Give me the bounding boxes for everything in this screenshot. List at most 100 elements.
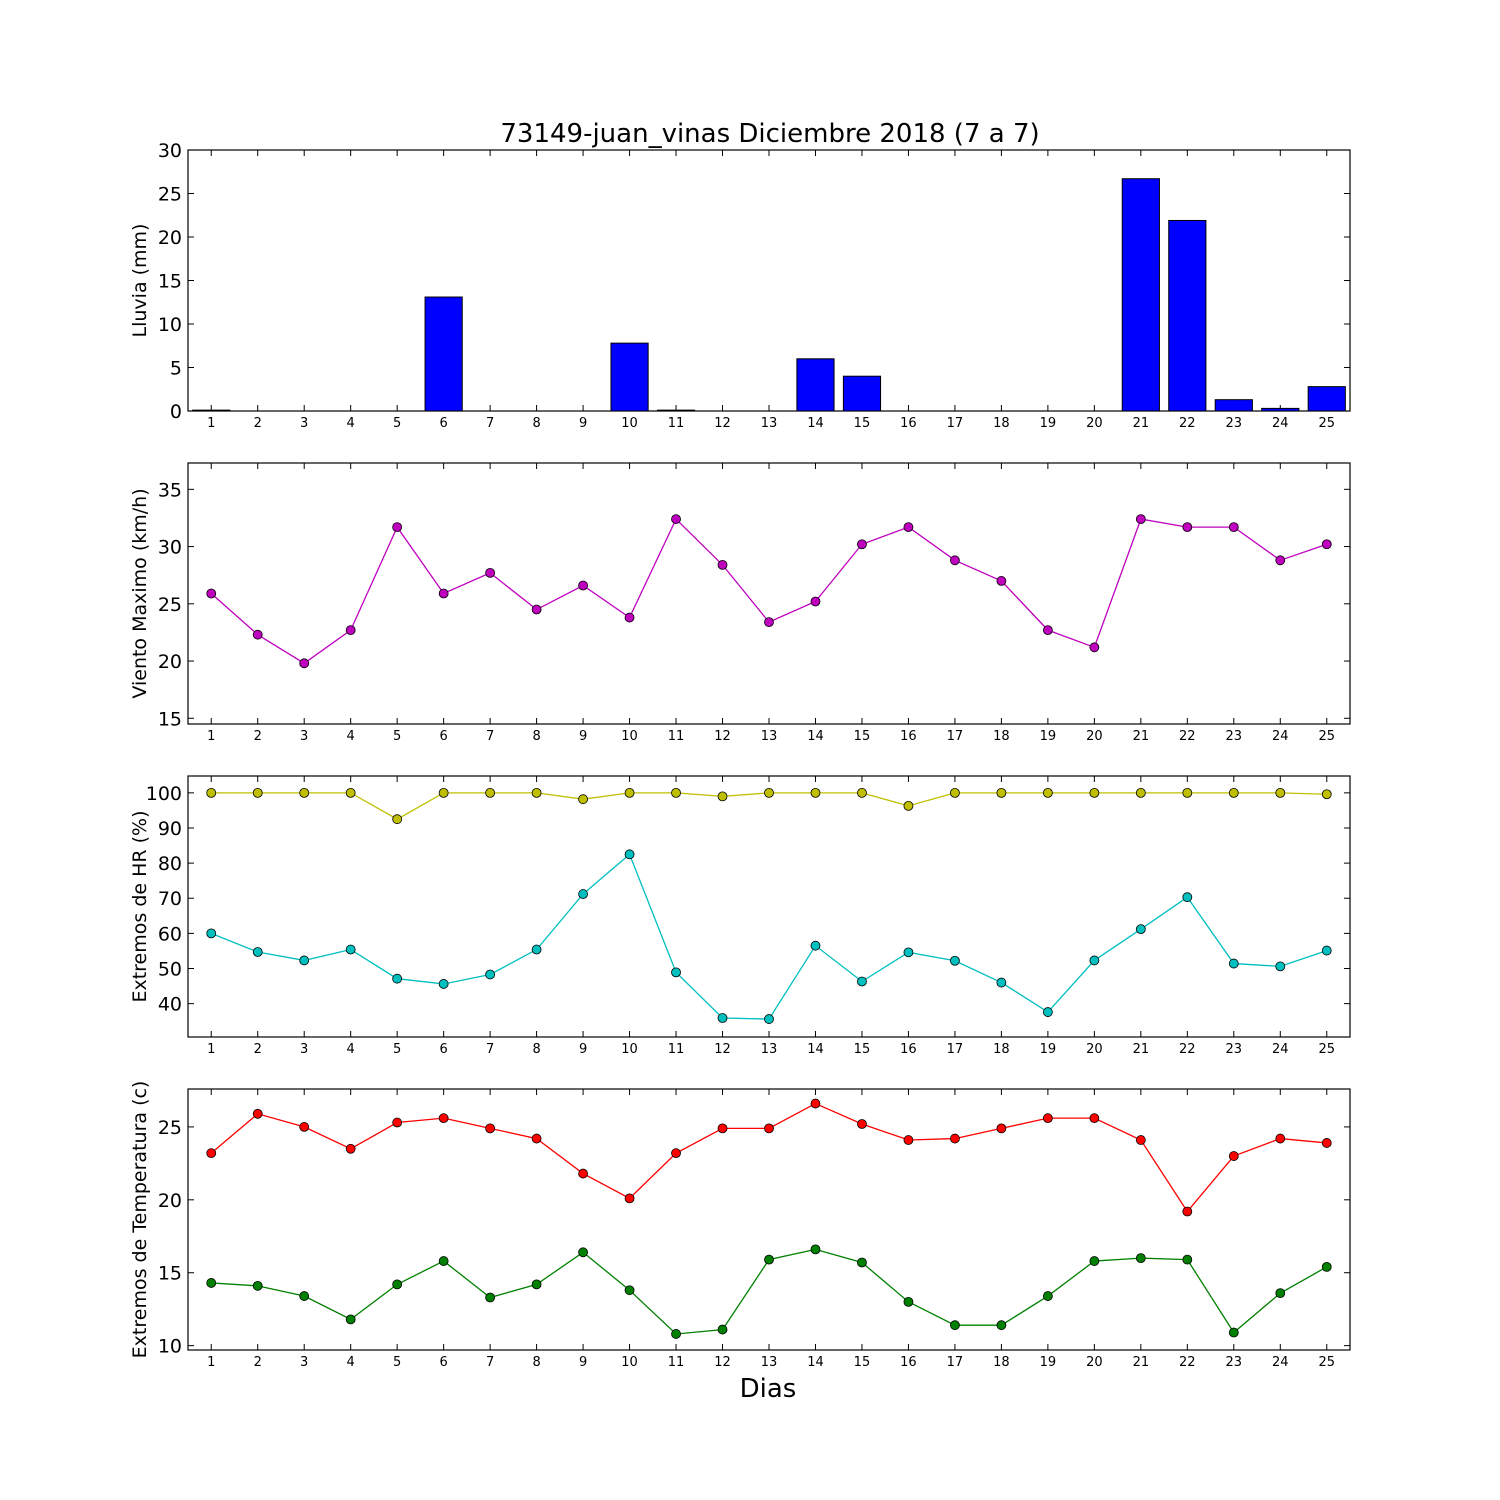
y-tick-label: 40 (158, 994, 182, 1016)
x-tick-label: 23 (1226, 729, 1243, 744)
y-tick-label: 60 (158, 923, 182, 945)
y-tick-label: 15 (158, 1263, 182, 1285)
data-point (1228, 787, 1239, 798)
x-tick-label: 6 (439, 729, 447, 744)
y-tick-label: 10 (158, 1336, 182, 1358)
data-point (578, 580, 588, 591)
y-tick-label: 30 (158, 537, 182, 559)
data-point (1275, 1288, 1286, 1299)
x-tick-label: 10 (621, 729, 638, 744)
x-tick-label: 10 (621, 1042, 638, 1057)
x-tick-label: 16 (900, 416, 917, 431)
x-tick-label: 11 (668, 1042, 685, 1057)
x-tick-label: 17 (947, 729, 964, 744)
data-point (1321, 1138, 1332, 1148)
x-tick-label: 4 (347, 416, 355, 431)
data-point (903, 522, 914, 533)
data-point (903, 1296, 914, 1307)
data-point (485, 787, 496, 798)
x-tick-label: 25 (1318, 1042, 1335, 1057)
data-point (810, 1244, 821, 1255)
x-tick-label: 14 (807, 1355, 824, 1370)
data-point (810, 1098, 821, 1109)
x-tick-label: 5 (393, 1355, 401, 1370)
data-point (1135, 514, 1146, 524)
y-tick-label: 90 (158, 818, 182, 840)
data-point (392, 973, 403, 984)
x-tick-label: 1 (207, 729, 215, 744)
data-point (1275, 961, 1286, 972)
x-tick-label: 16 (900, 1355, 917, 1370)
data-point (206, 928, 217, 939)
data-point (252, 1108, 263, 1119)
data-point (1135, 787, 1146, 798)
x-tick-label: 21 (1133, 729, 1150, 744)
data-point (252, 629, 263, 640)
x-tick-label: 3 (300, 1355, 308, 1370)
data-point (1182, 1254, 1193, 1265)
data-point (950, 955, 960, 966)
data-point (485, 1123, 496, 1134)
x-tick-label: 21 (1133, 1042, 1150, 1057)
data-point (624, 1285, 635, 1296)
x-tick-label: 19 (1040, 729, 1057, 744)
data-point (578, 1247, 588, 1258)
data-point (299, 955, 310, 966)
x-tick-label: 1 (207, 1042, 215, 1057)
x-tick-label: 4 (347, 729, 355, 744)
data-point (671, 1148, 681, 1159)
y-tick-label: 100 (146, 783, 182, 805)
x-tick-label: 9 (579, 1042, 587, 1057)
data-point (857, 1119, 867, 1129)
data-point (717, 1123, 728, 1134)
x-tick-label: 24 (1272, 1042, 1289, 1057)
data-point (345, 625, 356, 636)
bar (1261, 407, 1300, 412)
data-point (438, 1113, 449, 1124)
x-tick-label: 10 (621, 1355, 638, 1370)
data-point (392, 814, 403, 825)
data-point (1089, 1113, 1100, 1124)
x-tick-label: 16 (900, 1042, 917, 1057)
x-tick-label: 12 (714, 729, 731, 744)
data-point (438, 979, 449, 989)
data-point (438, 787, 449, 798)
x-tick-label: 6 (439, 1042, 447, 1057)
x-tick-label: 4 (347, 1355, 355, 1370)
plot-frame (187, 775, 1351, 1038)
x-tick-label: 3 (300, 416, 308, 431)
x-tick-label: 13 (761, 729, 778, 744)
data-point (485, 1292, 496, 1303)
data-point (345, 944, 356, 955)
data-point (345, 1143, 356, 1154)
x-tick-label: 10 (621, 416, 638, 431)
x-tick-label: 3 (300, 1042, 308, 1057)
y-tick-label: 15 (158, 708, 182, 730)
x-tick-label: 20 (1086, 416, 1103, 431)
x-tick-label: 11 (668, 1355, 685, 1370)
x-tick-label: 22 (1179, 1355, 1196, 1370)
data-point (578, 889, 588, 899)
data-point (764, 787, 774, 798)
data-point (996, 576, 1007, 586)
x-tick-label: 1 (207, 416, 215, 431)
x-tick-label: 17 (947, 416, 964, 431)
data-point (206, 1148, 217, 1159)
data-point (1182, 787, 1193, 798)
data-point (1182, 1206, 1193, 1217)
data-point (1042, 1007, 1053, 1017)
x-tick-label: 17 (947, 1042, 964, 1057)
y-tick-label: 25 (158, 184, 182, 206)
data-point (485, 969, 496, 980)
data-point (857, 1257, 867, 1268)
data-point (1321, 789, 1332, 800)
data-point (950, 787, 960, 798)
x-tick-label: 5 (393, 416, 401, 431)
x-tick-label: 11 (668, 729, 685, 744)
data-point (764, 1254, 774, 1265)
y-tick-label: 5 (170, 358, 182, 380)
x-tick-label: 1 (207, 1355, 215, 1370)
x-tick-label: 12 (714, 1042, 731, 1057)
data-point (252, 787, 263, 798)
